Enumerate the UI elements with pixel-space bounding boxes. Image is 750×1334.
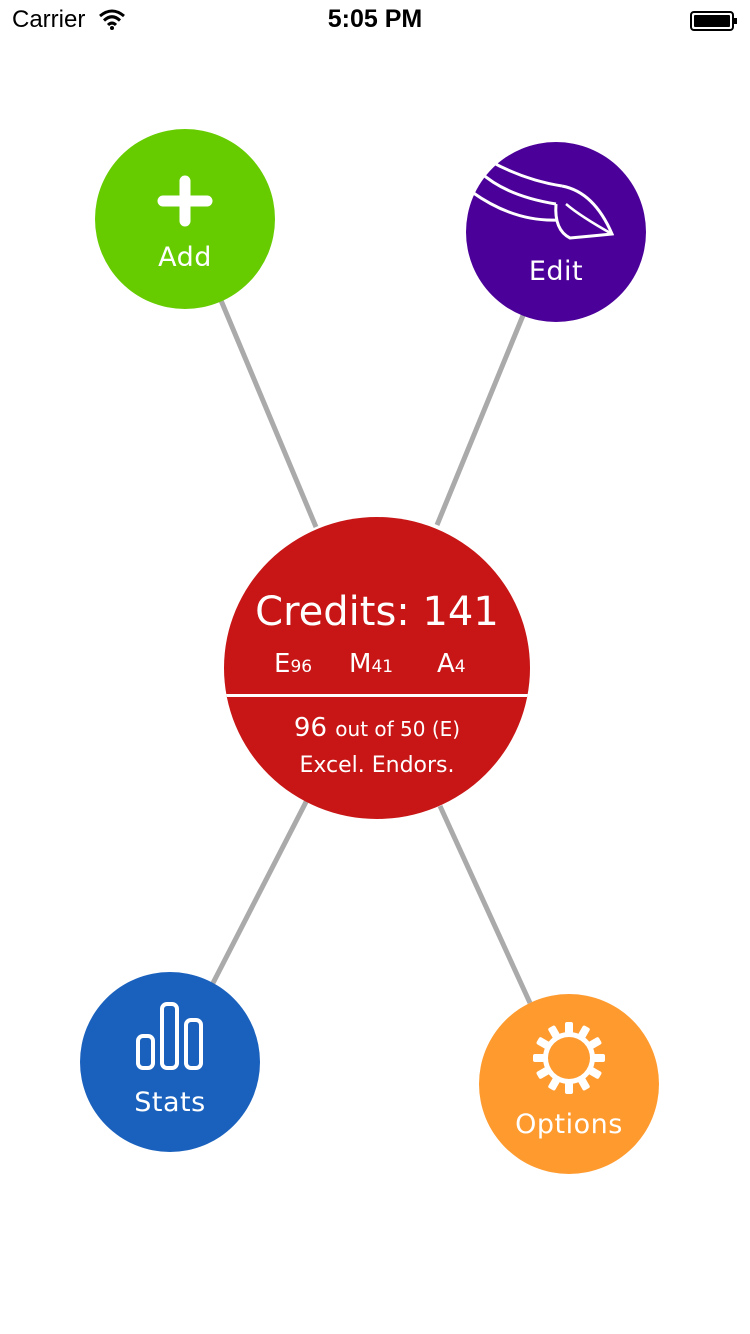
add-button[interactable]: Add — [95, 129, 275, 309]
edit-button[interactable]: Edit — [466, 142, 646, 322]
credits-total: Credits: 141 — [255, 589, 499, 635]
credit-e: E96 — [274, 649, 313, 679]
stats-label: Stats — [134, 1087, 206, 1118]
rank-label: Excel. Endors. — [299, 753, 455, 778]
connector-options — [437, 804, 533, 1005]
wifi-icon — [99, 9, 125, 30]
edit-label: Edit — [528, 256, 584, 287]
progress-text: out of 50 (E) — [335, 717, 461, 741]
pen-icon — [471, 162, 615, 240]
credits-summary[interactable]: Credits: 141 E96 M41 A4 96 out of 50 (E)… — [224, 517, 530, 819]
options-button[interactable]: Options — [479, 994, 659, 1174]
status-time: 5:05 PM — [327, 5, 423, 33]
carrier-label: Carrier — [12, 6, 86, 33]
connector-edit — [434, 312, 527, 526]
connector-add — [217, 297, 319, 528]
progress-value: 96 — [293, 713, 328, 743]
status-bar: Carrier 5:05 PM — [0, 0, 750, 40]
plus-icon — [157, 175, 213, 227]
connector-stats — [209, 798, 310, 987]
gear-icon — [533, 1022, 605, 1094]
stats-button[interactable]: Stats — [80, 972, 260, 1152]
battery-icon — [690, 11, 737, 31]
bar-chart-icon — [136, 1002, 203, 1070]
options-label: Options — [515, 1109, 623, 1140]
credits-divider — [224, 694, 530, 697]
credit-a: A4 — [437, 649, 466, 679]
credit-m: M41 — [349, 649, 394, 679]
credits-progress: 96 out of 50 (E) — [224, 713, 530, 743]
add-label: Add — [158, 242, 212, 273]
